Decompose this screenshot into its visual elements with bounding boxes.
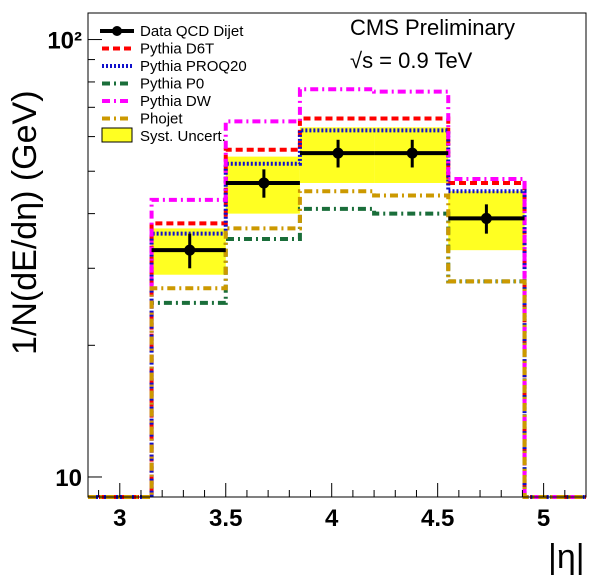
series-pythia-dw bbox=[88, 87, 586, 499]
legend-label: Pythia PROQ20 bbox=[140, 58, 247, 75]
energy-label: √s = 0.9 TeV bbox=[350, 48, 473, 73]
x-tick-label: 3 bbox=[113, 505, 126, 532]
legend-label: Pythia P0 bbox=[140, 76, 204, 93]
legend-label: Syst. Uncert. bbox=[140, 128, 226, 145]
y-tick-label: 10² bbox=[47, 28, 82, 55]
legend-marker bbox=[112, 26, 122, 36]
data-point bbox=[406, 147, 418, 159]
data-point bbox=[258, 177, 270, 189]
y-tick-label: 10 bbox=[55, 465, 82, 492]
y-axis-title: 1/N(dE/dη) (GeV) bbox=[6, 90, 44, 355]
legend-label: Pythia D6T bbox=[140, 41, 214, 58]
legend-label: Phojet bbox=[140, 111, 183, 128]
series-pythia-p0 bbox=[88, 206, 586, 499]
legend-label: Data QCD Dijet bbox=[140, 23, 244, 40]
axis-layer: 3 3.5 4 4.5 5 10 10² bbox=[47, 28, 587, 532]
x-tick-label: 4.5 bbox=[421, 505, 454, 532]
x-tick-label: 5 bbox=[537, 505, 550, 532]
x-axis-title: |η| bbox=[548, 538, 585, 576]
legend-marker bbox=[101, 127, 133, 143]
x-tick-label: 4 bbox=[325, 505, 339, 532]
series-layer bbox=[88, 87, 586, 499]
legend-label: Pythia DW bbox=[140, 93, 212, 110]
data-layer bbox=[151, 139, 525, 269]
cms-label: CMS Preliminary bbox=[350, 15, 515, 40]
x-tick-label: 3.5 bbox=[209, 505, 242, 532]
data-point bbox=[332, 147, 344, 159]
plot-frame bbox=[87, 12, 587, 498]
data-point bbox=[184, 244, 196, 256]
series-pythia-proq20 bbox=[88, 128, 586, 499]
data-point bbox=[480, 212, 492, 224]
